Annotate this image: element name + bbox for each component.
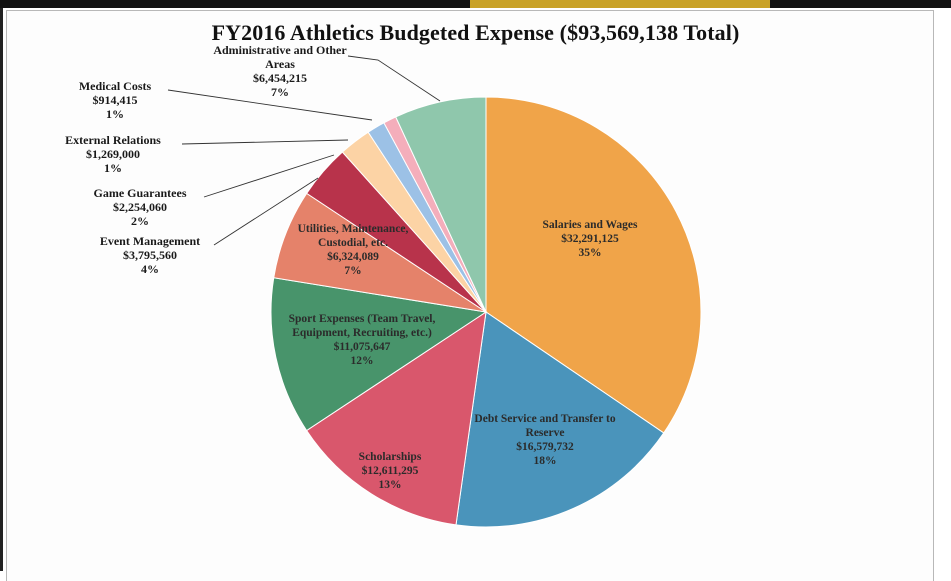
pie-slice-sport-expenses-team-travel-equipment-recruiting-etc	[270, 277, 488, 432]
leader-line-external-relations	[181, 139, 349, 145]
leader-line-game-guarantees	[203, 154, 335, 198]
pie-slice-debt-service-and-transfer-to-reserve	[455, 311, 665, 528]
pie-slice-scholarships	[305, 310, 487, 526]
leader-line-event-management	[213, 177, 319, 246]
leader-line-medical-costs	[167, 89, 373, 121]
slice-label-administrative-and-other-areas: Administrative and Other Areas $6,454,215 7…	[213, 43, 347, 99]
slice-label-salaries-and-wages: Salaries and Wages $32,291,125 35%	[543, 219, 639, 259]
pie-slice-salaries-and-wages	[485, 96, 702, 434]
slice-label-event-management: Event Management $3,795,560 4%	[100, 234, 200, 276]
slice-label-medical-costs: Medical Costs $914,415 1%	[79, 79, 152, 121]
window-left-edge	[0, 0, 3, 571]
slice-label-external-relations: External Relations $1,269,000 1%	[65, 133, 161, 175]
slice-label-utilities-maintenance-custodial-etc: Utilities, Maintenance, Custodial, etc. $6…	[298, 223, 409, 277]
leader-line-administrative-and-other-areas	[347, 55, 441, 102]
chart-title: FY2016 Athletics Budgeted Expense ($93,5…	[211, 20, 740, 45]
header-accent	[470, 0, 770, 8]
slide-header-band	[0, 0, 951, 8]
pie-slice-administrative-and-other-areas	[395, 96, 487, 313]
slice-label-game-guarantees: Game Guarantees $2,254,060 2%	[94, 186, 187, 228]
slice-label-sport-expenses-team-travel-equipment-recruiting-etc: Sport Expenses (Team Travel, Equipment, R…	[289, 313, 436, 367]
slice-label-debt-service-and-transfer-to-reserve: Debt Service and Transfer to Reserve $16,5…	[474, 413, 615, 467]
slice-label-scholarships: Scholarships $12,611,295 13%	[359, 451, 422, 491]
